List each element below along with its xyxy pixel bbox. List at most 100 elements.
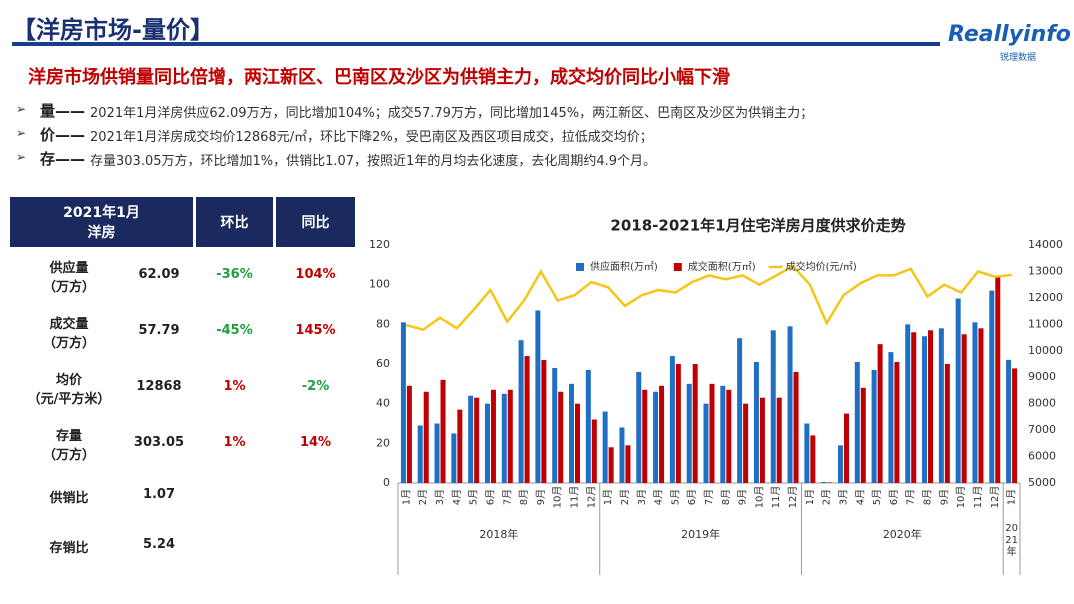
bar — [995, 276, 1001, 483]
x-tick-label: 3月 — [636, 489, 648, 505]
x-tick-label: 4月 — [653, 489, 665, 505]
bar — [501, 393, 507, 483]
header-line: 洋房 — [87, 225, 116, 241]
bar — [490, 389, 496, 483]
bar — [434, 423, 440, 483]
bar — [518, 340, 524, 483]
bar — [726, 389, 732, 483]
bar — [602, 411, 608, 483]
bar — [642, 389, 648, 483]
bullet-text: 2021年1月洋房成交均价12868元/㎡，环比下降2%，受巴南区及西区项目成交… — [90, 130, 653, 145]
bar — [692, 364, 698, 483]
bar — [417, 425, 423, 483]
bar — [944, 364, 950, 483]
row-label: 供销比 — [10, 476, 128, 516]
label-line: 成交量 — [49, 317, 89, 332]
bar — [922, 336, 928, 483]
x-tick-label: 11月 — [972, 486, 984, 509]
table-cell: -2% — [301, 379, 330, 394]
x-tick-label: 7月 — [703, 489, 715, 505]
x-tick-label: 11月 — [770, 486, 782, 509]
bar — [720, 385, 726, 483]
bar — [972, 322, 978, 483]
bullet-term: 价—— — [40, 126, 86, 144]
x-tick-label: 1月 — [602, 489, 614, 505]
table-cell: 57.79 — [138, 323, 180, 338]
bar — [1006, 359, 1012, 483]
bar — [585, 369, 591, 483]
legend-swatch — [673, 263, 682, 271]
x-tick-label: 7月 — [501, 489, 513, 505]
x-tick-label: 3月 — [434, 489, 446, 505]
bar — [457, 409, 463, 483]
legend-label: 成交面积(万㎡) — [688, 260, 756, 273]
bar — [871, 369, 877, 483]
x-tick-label: 6月 — [888, 489, 900, 505]
bar — [541, 360, 547, 483]
row-label: 存量 （万方） — [10, 424, 128, 464]
x-tick-label: 1月 — [804, 489, 816, 505]
bullet-marker: ➢ — [16, 126, 27, 140]
x-tick-label: 1月 — [1006, 489, 1018, 505]
bar — [703, 403, 709, 483]
bullet-term: 存—— — [40, 150, 86, 168]
bar — [468, 395, 474, 483]
headline: 洋房市场供销量同比倍增，两江新区、巴南区及沙区为供销主力，成交均价同比小幅下滑 — [28, 67, 730, 88]
bullet-marker: ➢ — [16, 102, 27, 116]
label-line: 存量 — [55, 429, 82, 444]
table-cell: -45% — [216, 323, 253, 338]
bar — [759, 397, 765, 483]
bar — [776, 397, 782, 483]
group-label: 2018年 — [479, 527, 518, 541]
x-tick-label: 5月 — [669, 489, 681, 505]
y-tick-label: 60 — [376, 357, 390, 370]
label-line: （元/平方米） — [27, 392, 111, 407]
row-label: 均价 （元/平方米） — [10, 368, 128, 408]
bar — [400, 322, 406, 483]
table-cell: 1% — [223, 379, 246, 394]
table-cell: 14% — [299, 435, 332, 450]
table-cell: 62.09 — [138, 267, 180, 282]
bar — [474, 397, 480, 483]
bar — [911, 332, 917, 483]
bar — [843, 413, 849, 483]
bar — [625, 445, 631, 483]
bullet-text: 存量303.05万方，环比增加1%，供销比1.07，按照近1年的月均去化速度，去… — [90, 154, 657, 169]
x-tick-label: 7月 — [905, 489, 917, 505]
x-tick-label: 1月 — [400, 489, 412, 505]
bullet-text: 2021年1月洋房供应62.09万方，同比增加104%；成交57.79万方，同比… — [90, 106, 814, 121]
y2-tick-label: 5000 — [1028, 476, 1056, 489]
header-line: 2021年1月 — [63, 205, 140, 221]
bar — [787, 326, 793, 483]
logo-sub: 锐理数据 — [1000, 53, 1037, 63]
row-label: 成交量 （万方） — [10, 312, 128, 352]
bar — [709, 383, 715, 483]
x-tick-label: 5月 — [468, 489, 480, 505]
bar — [675, 364, 681, 483]
x-tick-label: 8月 — [518, 489, 530, 505]
y-tick-label: 100 — [369, 278, 390, 291]
table-cell: 12868 — [136, 379, 182, 394]
bar — [810, 435, 816, 483]
label-line: 供销比 — [49, 490, 89, 506]
label-line: 均价 — [55, 373, 82, 388]
bar — [659, 385, 665, 483]
x-tick-label: 8月 — [922, 489, 934, 505]
bar — [894, 362, 900, 483]
bar — [854, 362, 860, 483]
bar — [484, 403, 490, 483]
y-tick-label: 40 — [376, 397, 390, 410]
x-tick-label: 2月 — [619, 489, 631, 505]
y2-tick-label: 14000 — [1028, 238, 1063, 251]
bar — [451, 433, 457, 483]
x-tick-label: 4月 — [854, 489, 866, 505]
bar — [591, 419, 597, 483]
label-line: （万方） — [42, 280, 95, 295]
price-line — [406, 264, 1012, 331]
bar — [978, 328, 984, 483]
bar — [535, 310, 541, 483]
bar — [837, 445, 843, 483]
bullet-marker: ➢ — [16, 150, 27, 164]
